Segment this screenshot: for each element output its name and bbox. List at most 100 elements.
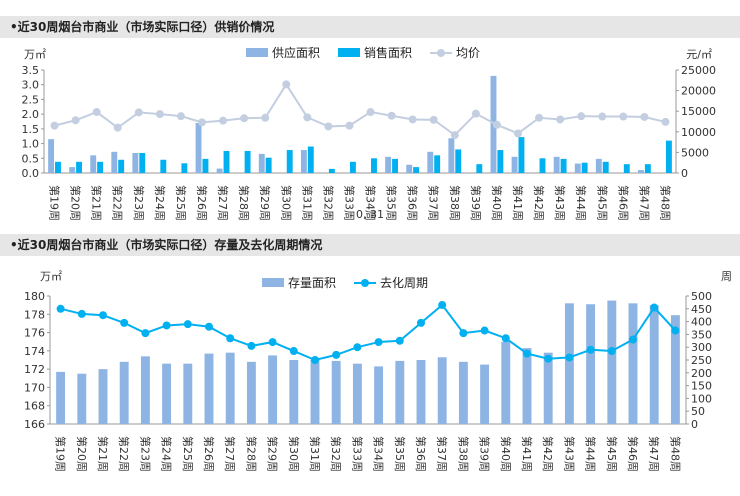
p2-x-tick-label: 第32周 (329, 436, 343, 472)
p1-bar-销售面积 (665, 140, 672, 173)
p1-bar-供应面积 (132, 152, 139, 173)
p2-bar-存量面积 (77, 373, 87, 424)
p2-point-去化周期 (650, 303, 659, 312)
p2-point-去化周期 (480, 326, 489, 335)
p1-bar-销售面积 (497, 150, 504, 173)
p1-point-均价 (598, 112, 607, 121)
p1-point-均价 (113, 123, 122, 132)
p2-x-tick-label: 第23周 (138, 436, 152, 472)
p2-legend-label: 去化周期 (380, 276, 428, 290)
p2-point-去化周期 (523, 349, 531, 358)
p2-right-tick-label: 200 (691, 367, 712, 380)
p1-bar-供应面积 (553, 156, 560, 173)
p2-x-tick-label: 第20周 (75, 436, 89, 472)
p1-point-均价 (155, 110, 164, 119)
p1-point-均价 (71, 116, 80, 125)
p2-x-tick-label: 第33周 (350, 436, 364, 472)
p2-x-tick-label: 第40周 (499, 436, 513, 472)
p2-right-tick-label: 350 (691, 328, 712, 341)
p2-left-tick-label: 166 (24, 418, 45, 431)
p2-bar-存量面积 (564, 303, 574, 424)
p2-x-tick-label: 第29周 (266, 436, 280, 472)
p2-right-tick-label: 300 (691, 341, 712, 354)
p1-point-均价 (450, 131, 459, 140)
p2-point-去化周期 (226, 334, 235, 343)
p2-x-tick-label: 第24周 (160, 436, 174, 472)
p1-point-均价 (50, 121, 59, 130)
p1-bar-销售面积 (97, 161, 104, 173)
p1-bar-销售面积 (581, 162, 588, 173)
p2-point-去化周期 (247, 341, 256, 350)
p1-bar-销售面积 (307, 146, 314, 173)
p1-point-均价 (134, 108, 143, 117)
p1-x-tick-label: 第19周 (48, 185, 62, 221)
p1-point-均价 (619, 112, 628, 121)
p2-legend-label: 存量面积 (288, 276, 336, 290)
p1-bar-销售面积 (349, 161, 356, 173)
p2-point-去化周期 (374, 338, 383, 347)
p1-bar-销售面积 (244, 150, 251, 173)
p1-x-tick-label: 第23周 (132, 185, 146, 221)
p2-point-去化周期 (607, 347, 616, 356)
p2-bar-存量面积 (437, 357, 447, 424)
p2-bar-存量面积 (352, 363, 362, 424)
p2-left-tick-label: 180 (24, 290, 45, 303)
p1-x-tick-label: 第20周 (69, 185, 83, 221)
p2-right-tick-label: 50 (691, 405, 705, 418)
p1-x-tick-label: 第43周 (553, 185, 567, 221)
p1-bar-销售面积 (181, 163, 188, 173)
p1-bar-供应面积 (511, 156, 518, 173)
p1-x-tick-label: 第48周 (658, 185, 672, 221)
p1-x-tick-label: 第42周 (532, 185, 546, 221)
p1-bar-销售面积 (602, 161, 609, 173)
p1-bar-销售面积 (413, 167, 420, 173)
p2-point-去化周期 (162, 321, 171, 330)
p2-bar-存量面积 (204, 353, 214, 424)
p2-line-去化周期 (60, 303, 677, 362)
p1-x-tick-label: 第40周 (490, 185, 504, 221)
p1-right-tick-label: 25000 (681, 64, 716, 77)
p1-right-tick-label: 0 (681, 167, 688, 180)
p2-right-unit: 周 (721, 270, 732, 283)
p2-bar-存量面积 (140, 356, 150, 424)
p2-x-tick-label: 第38周 (456, 436, 470, 472)
p2-right-tick-label: 150 (691, 380, 712, 393)
p1-point-均价 (556, 115, 565, 124)
p2-point-去化周期 (671, 326, 680, 335)
p1-bar-供应面积 (258, 153, 265, 173)
p1-x-tick-label: 第21周 (90, 185, 104, 221)
p2-bar-存量面积 (183, 363, 193, 424)
p2-bar-存量面积 (246, 361, 256, 424)
p1-point-均价 (492, 120, 501, 129)
p2-x-tick-label: 第48周 (668, 436, 682, 472)
p1-bar-供应面积 (638, 170, 644, 173)
p1-bar-销售面积 (265, 157, 272, 173)
p2-bar-存量面积 (395, 360, 405, 424)
p2-left-tick-label: 176 (24, 327, 45, 340)
p2-left-tick-label: 168 (24, 400, 45, 413)
p2-right-tick-label: 400 (691, 316, 712, 329)
panel1-title: •近30周烟台市商业（市场实际口径）供销价情况 (0, 16, 740, 38)
p1-legend-label: 供应面积 (272, 45, 320, 60)
p1-point-均价 (261, 113, 270, 122)
p1-left-tick-label: 2.0 (22, 108, 40, 121)
p1-point-均价 (324, 122, 333, 131)
p2-point-去化周期 (417, 318, 425, 327)
p2-bar-存量面积 (119, 361, 129, 424)
p2-bar-存量面积 (458, 361, 468, 424)
p1-left-tick-label: 3.5 (22, 64, 40, 77)
p1-bar-销售面积 (55, 161, 61, 173)
p2-x-tick-label: 第36周 (414, 436, 428, 472)
p1-x-tick-label: 第32周 (321, 185, 335, 221)
p2-point-去化周期 (459, 329, 468, 338)
p1-left-tick-label: 0.5 (22, 152, 40, 165)
p2-x-tick-label: 第30周 (287, 436, 301, 472)
p1-point-均价 (198, 118, 206, 127)
p2-right-tick-label: 500 (691, 290, 712, 303)
p1-bar-销售面积 (139, 152, 146, 173)
p2-point-去化周期 (183, 320, 192, 329)
p1-point-均价 (219, 116, 228, 125)
p1-x-tick-label: 第36周 (406, 185, 420, 221)
p1-point-均价 (282, 80, 291, 89)
p1-left-tick-label: 2.5 (22, 93, 40, 106)
